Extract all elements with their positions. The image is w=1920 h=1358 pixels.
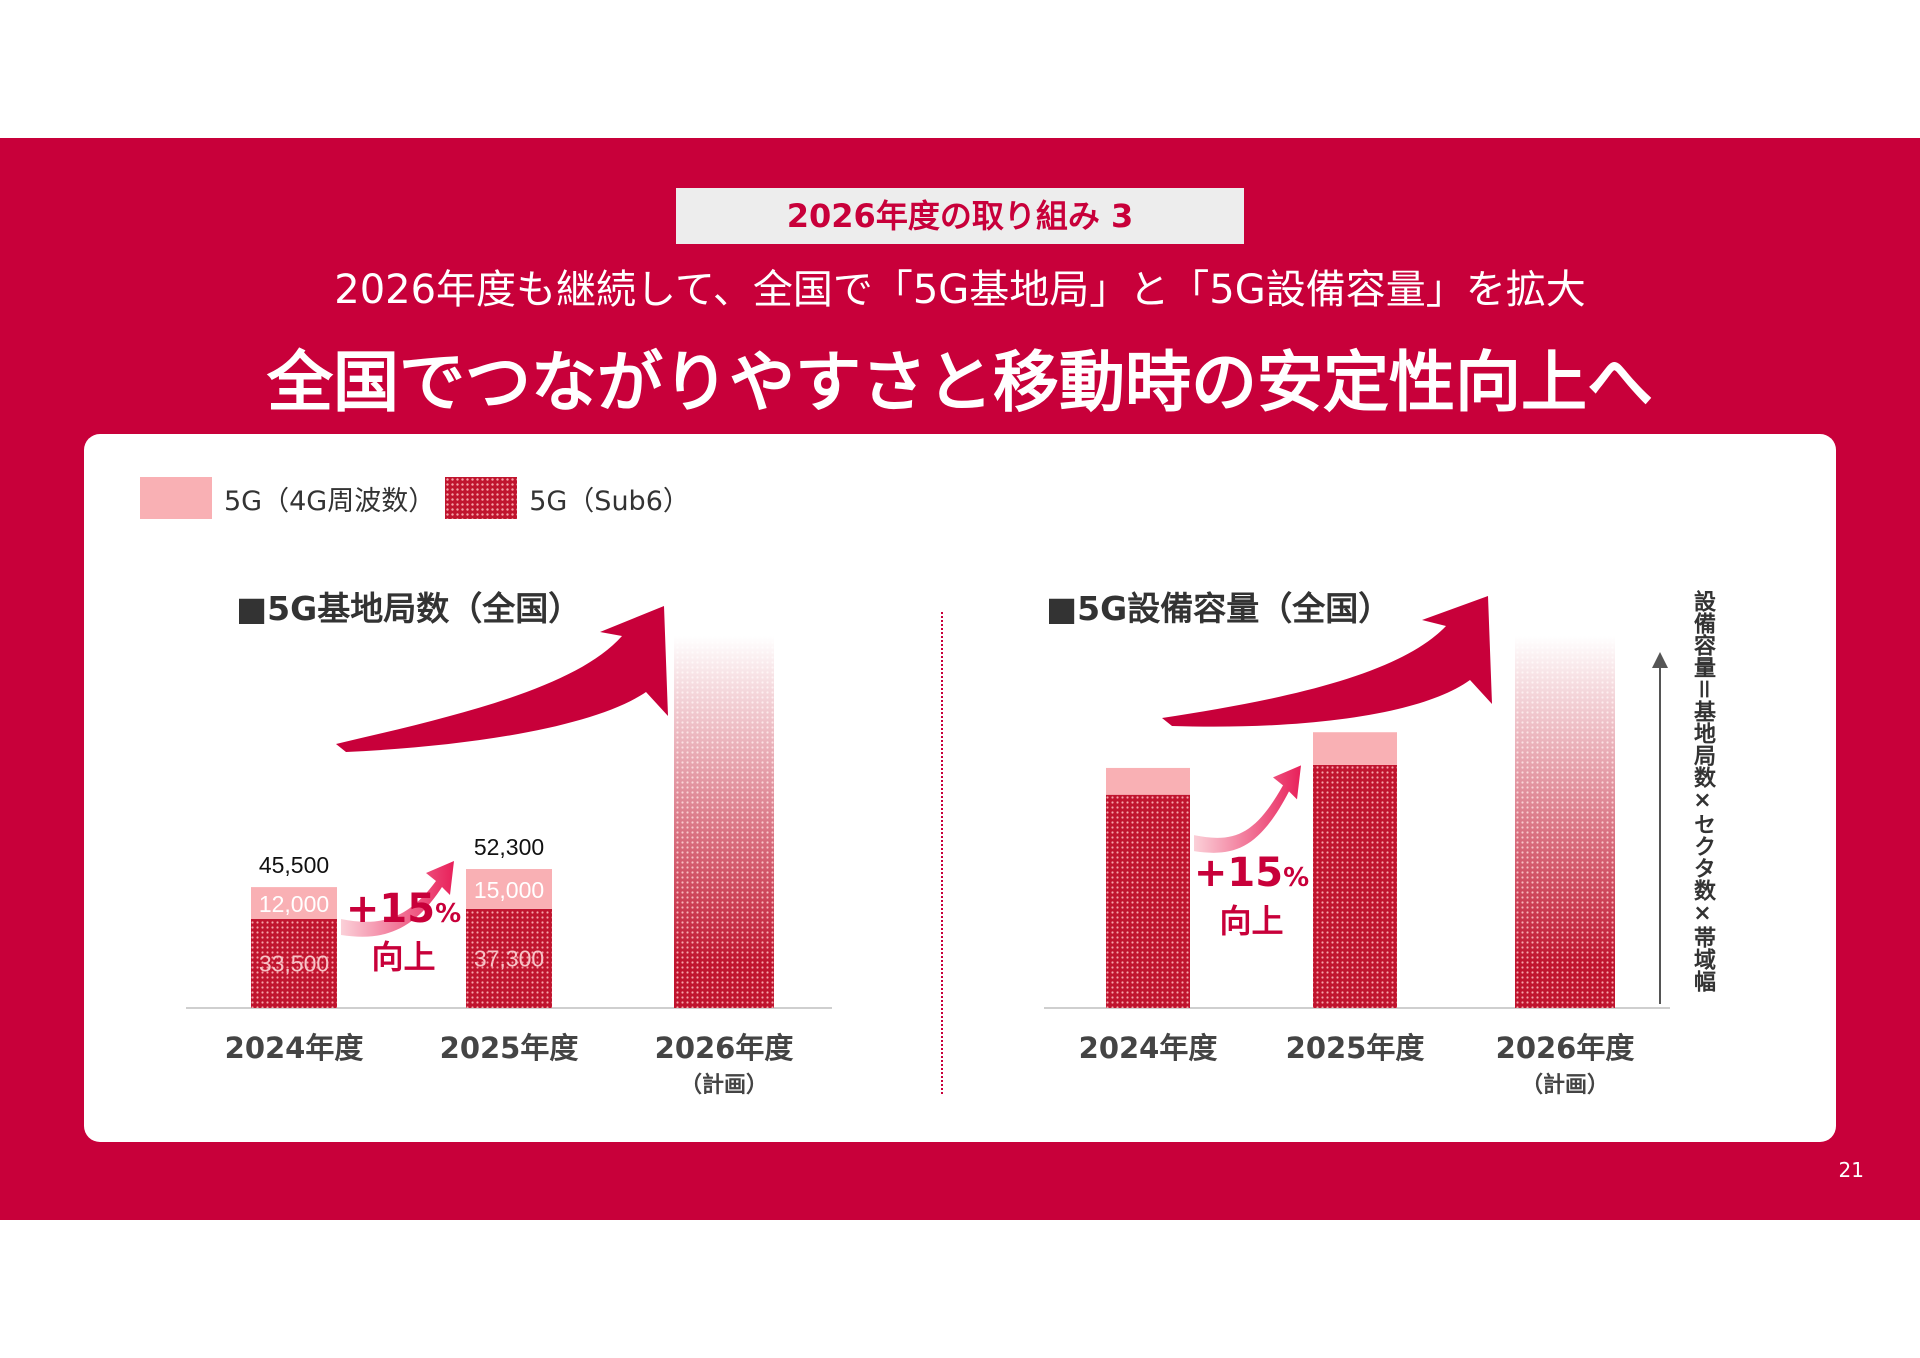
subtitle: 2026年度も継続して、全国で「5G基地局」と「5G設備容量」を拡大 [334,267,1586,313]
growth-arrow [336,606,668,752]
data-label-sub6: 37,300 [474,945,544,971]
page-title: 全国でつながりやすさと移動時の安定性向上へ [267,344,1653,421]
chart-title-base-stations: ■5G基地局数（全国） [236,589,582,628]
data-label-total: 52,300 [474,834,544,860]
bar-planned-fade [674,636,774,964]
growth-arrow-small [341,861,454,937]
category-label: 2024年度 [1079,1031,1218,1065]
category-label: 2024年度 [225,1031,364,1065]
bar-segment-sub6 [466,908,552,1008]
data-label-total: 45,500 [259,852,329,878]
category-note: （計画） [1521,1072,1609,1098]
growth-arrow [1162,596,1492,727]
chart-title-capacity: ■5G設備容量（全国） [1046,589,1392,628]
section-tag: 2026年度の取り組み 3 [676,188,1244,244]
category-label: 2026年度 [655,1031,794,1065]
chart-divider [941,612,943,1094]
bar-segment-4g [1313,732,1397,765]
data-label-4g: 12,000 [259,891,329,917]
legend-label-sub6: 5G（Sub6） [529,485,690,517]
category-label: 2025年度 [1286,1031,1425,1065]
bar-segment-4g [1106,767,1190,795]
annotation-value: +15% [1194,850,1309,896]
annotation-text: 向上 [371,938,435,976]
bar-planned-fade [1515,636,1615,964]
annotation-value: +15% [346,886,461,932]
data-label-4g: 15,000 [474,877,544,903]
legend: 5G（4G周波数） 5G（Sub6） [140,476,700,520]
capacity-axis-arrowhead [1652,652,1668,668]
bar-segment-sub6 [1313,764,1397,1008]
page-number: 21 [1838,1158,1864,1182]
legend-swatch-sub6 [445,477,518,519]
category-note: （計画） [680,1072,768,1098]
category-label: 2026年度 [1496,1031,1635,1065]
bar-segment-sub6 [251,918,337,1008]
legend-label-4g: 5G（4G周波数） [224,485,436,517]
bar-segment-4g [251,887,337,919]
legend-swatch-4g [140,477,212,519]
category-label: 2025年度 [440,1031,579,1065]
annotation-text: 向上 [1219,902,1283,940]
axis-note: 設備容量＝基地局数×セクタ数×帯域幅 [1690,590,1715,993]
data-label-sub6: 33,500 [259,950,329,976]
growth-arrow-small [1194,765,1301,853]
bar-segment-sub6 [1106,794,1190,1008]
bar-segment-4g [466,869,552,909]
